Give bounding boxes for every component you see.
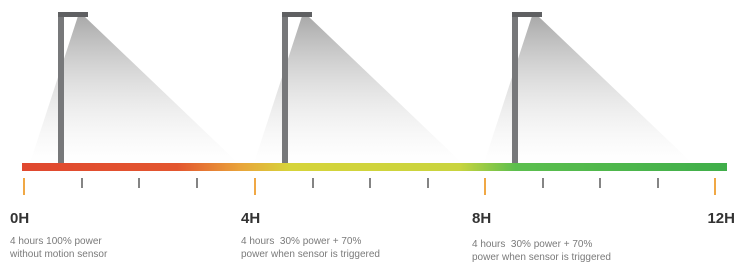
timeline-bar	[22, 163, 727, 171]
time-label: 12H	[707, 210, 735, 227]
lamp-arm	[512, 12, 542, 17]
caption: power when sensor is triggered	[472, 252, 611, 263]
lamp-arm	[58, 12, 88, 17]
time-label: 8H	[472, 210, 491, 227]
labels: 0H 4 hours 100% power without motion sen…	[9, 210, 735, 263]
pole	[512, 12, 518, 164]
ticks	[24, 178, 715, 195]
caption: 4 hours 30% power + 70%	[241, 236, 361, 247]
lamp-arm	[282, 12, 312, 17]
pole	[282, 12, 288, 164]
time-label: 4H	[241, 210, 260, 227]
caption: 4 hours 30% power + 70%	[472, 239, 592, 250]
pole	[58, 12, 64, 164]
lamps	[30, 12, 692, 164]
caption: without motion sensor	[9, 249, 108, 260]
caption: 4 hours 100% power	[10, 236, 102, 247]
diagram: 0H 4 hours 100% power without motion sen…	[0, 0, 749, 265]
caption: power when sensor is triggered	[241, 249, 380, 260]
time-label: 0H	[10, 210, 29, 227]
